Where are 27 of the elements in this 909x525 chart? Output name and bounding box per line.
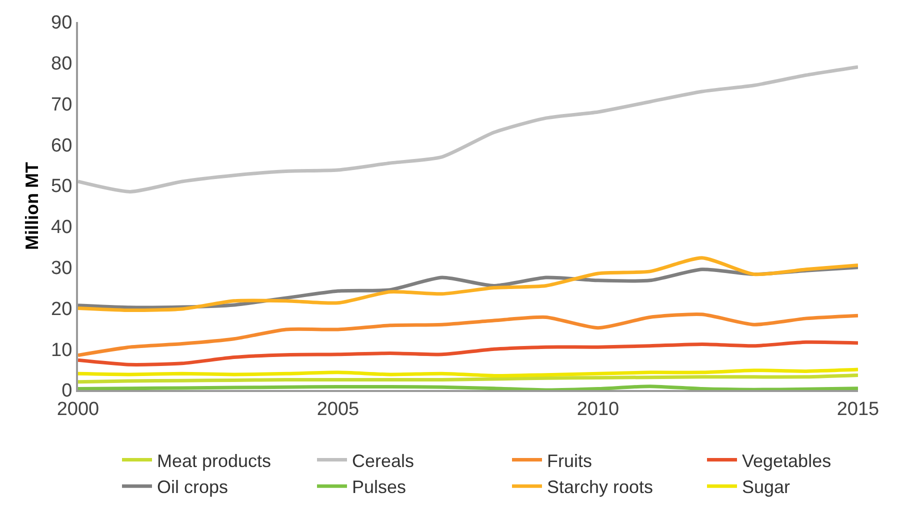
legend-label: Sugar xyxy=(742,477,790,498)
x-tick-label: 2015 xyxy=(836,398,880,420)
y-tick-label: 40 xyxy=(51,217,72,238)
line-series xyxy=(78,312,858,357)
x-tick-label: 2005 xyxy=(316,398,360,420)
line-series xyxy=(78,65,858,194)
legend-label: Vegetables xyxy=(742,450,832,471)
legend-label: Oil crops xyxy=(157,477,228,498)
line-series xyxy=(78,368,858,378)
y-tick-label: 20 xyxy=(51,298,72,320)
y-tick-label: 80 xyxy=(51,54,72,75)
y-tick-label: 30 xyxy=(51,258,72,279)
legend-label: Starchy roots xyxy=(547,477,654,498)
x-tick-label: 2010 xyxy=(576,398,620,420)
line-series xyxy=(78,340,858,366)
legend-label: Pulses xyxy=(352,477,406,498)
y-axis-title: Million MT xyxy=(22,162,42,250)
y-tick-label: 50 xyxy=(51,176,72,198)
y-tick-label: 70 xyxy=(51,94,72,116)
line-series xyxy=(78,374,858,384)
line-series xyxy=(78,256,858,312)
legend-label: Fruits xyxy=(547,450,592,471)
y-tick-label: 10 xyxy=(51,340,72,361)
y-tick-label: 60 xyxy=(51,135,72,156)
y-tick-label: 90 xyxy=(51,12,72,34)
legend-label: Meat products xyxy=(157,450,272,471)
legend-label: Cereals xyxy=(352,450,414,471)
